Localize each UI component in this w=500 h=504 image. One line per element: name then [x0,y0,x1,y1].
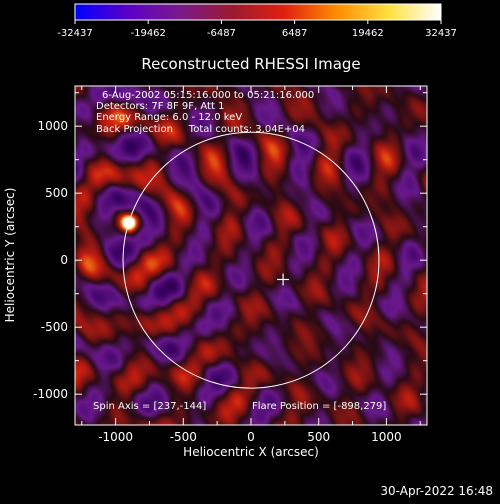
chart-title: Reconstructed RHESSI Image [141,55,360,73]
y-axis-label: Heliocentric Y (arcsec) [3,188,17,323]
info-time-range: 6-Aug-2002 05:15:16.000 to 05:21:16.000 [102,90,314,101]
flare-position-label: Flare Position = [-898,279] [252,401,386,412]
colorbar-tick-label: 32437 [425,28,457,39]
y-tick-label: 500 [45,186,68,200]
colorbar-tick-label: -19462 [130,28,165,39]
heatmap [75,86,427,425]
x-axis: -1000 -500 0 500 1000 [81,86,421,444]
x-tick-label: 500 [307,430,330,444]
info-counts: Back Projection Total counts: 3.04E+04 [96,124,305,135]
info-detectors: Detectors: 7F 8F 9F, Att 1 [96,101,224,112]
timestamp: 30-Apr-2022 16:48 [380,484,493,498]
y-axis: -1000 -500 0 500 1000 [33,92,427,401]
solar-disk-outline [122,131,380,389]
colorbar-tick-label: 19462 [352,28,384,39]
spin-axis-marker [277,273,290,286]
colorbar-gradient [74,3,442,21]
colorbar-tick-label: 6487 [282,28,307,39]
info-block: 6-Aug-2002 05:15:16.000 to 05:21:16.000 … [96,90,314,135]
y-tick-label: 1000 [37,119,68,133]
x-tick-label: 1000 [371,430,402,444]
y-tick-label: -500 [41,320,68,334]
colorbar-tick-label: -32437 [57,28,92,39]
spin-axis-label: Spin Axis = [237,-144] [93,401,206,412]
x-tick-label: -500 [170,430,197,444]
heatmap-image [75,86,427,425]
x-axis-label: Heliocentric X (arcsec) [183,445,319,459]
colorbar-tick-label: -6487 [207,28,236,39]
info-energy-range: Energy Range: 6.0 - 12.0 keV [96,112,242,123]
x-tick-label: 0 [247,430,255,444]
x-tick-label: -1000 [98,430,133,444]
y-tick-label: 0 [60,253,68,267]
colorbar: -32437 -19462 -6487 6487 19462 32437 [57,3,457,39]
y-tick-label: -1000 [33,387,68,401]
